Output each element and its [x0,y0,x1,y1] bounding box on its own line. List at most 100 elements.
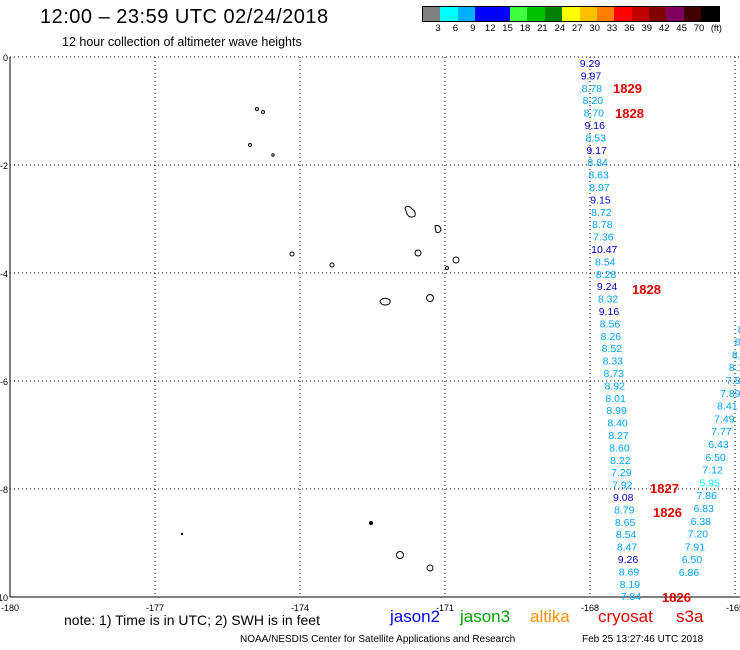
wave-height-label: 8.79 [614,504,635,516]
wave-height-label: 8.1 [735,337,740,349]
wave-height-label: 8.28 [596,269,617,281]
x-tick-label: -174 [291,603,309,613]
wave-height-label: 9.97 [581,70,602,82]
pass-time-label: 1826 [662,590,691,605]
wave-height-label: 7.86 [696,490,717,502]
island [329,262,335,268]
x-tick-label: -180 [1,603,19,613]
x-tick-label: -177 [146,603,164,613]
wave-height-label: 8.33 [603,356,624,368]
island [404,205,416,218]
wave-height-label: 6.83 [694,503,715,515]
legend-swatch [423,7,441,21]
island [452,256,460,264]
island [434,224,442,234]
wave-height-label: 8.65 [615,517,636,529]
wave-height-label: 5.95 [699,477,720,489]
wave-height-label: 6.50 [705,452,726,464]
island [426,294,434,302]
island [289,251,295,257]
legend-swatch [440,7,458,21]
wave-height-label: 6.50 [682,554,703,566]
wave-height-label: 7.92 [612,480,633,492]
legend-label: 39 [642,23,653,34]
satellite-name: jason3 [460,607,511,626]
wave-height-label: 8.22 [610,455,631,467]
wave-height-color-legend [422,6,720,22]
y-tick-label: -8 [0,485,8,495]
wave-height-label: 8.5 [738,324,740,336]
map-subtitle: 12 hour collection of altimeter wave hei… [62,35,302,49]
legend-label: 18 [520,23,531,34]
legend-label: 21 [537,23,548,34]
legend-swatch [475,7,493,21]
wave-height-label: 7.77 [711,426,732,438]
altimeter-track-b: 8.98.58.18.08.17.87.898.417.497.776.436.… [679,324,740,579]
wave-height-label: 9.17 [586,145,607,157]
altimeter-track-a: 9.299.978.788.208.709.168.539.178.848.63… [580,58,641,603]
wave-height-label: 8.72 [591,207,612,219]
wave-height-label: 7.29 [611,467,632,479]
legend-label: 9 [470,23,475,34]
wave-height-label: 7.89 [720,388,740,400]
wave-height-label: 8.73 [604,368,625,380]
legend-swatch [562,7,580,21]
wave-height-label: 8.0 [732,349,740,361]
wave-height-label: 8.54 [616,529,637,541]
wave-height-label: 8.69 [619,566,640,578]
footer-credit: NOAA/NESDIS Center for Satellite Applica… [240,634,516,645]
legend-swatch [596,7,615,21]
legend-label: 36 [624,23,635,34]
wave-height-label: 6.86 [679,567,700,579]
legend-swatch [631,7,650,21]
legend-label: 12 [485,23,496,34]
legend-label: 3 [435,23,440,34]
legend-label: 33 [607,23,618,34]
wave-height-label: 8.97 [589,182,610,194]
legend-label: 24 [555,23,566,34]
map-grid [9,56,740,598]
wave-height-label: 8.99 [606,405,627,417]
wave-height-label: 7.20 [688,529,709,541]
island [255,107,259,111]
wave-height-label: 8.27 [608,430,629,442]
wave-height-label: 8.40 [607,418,628,430]
pass-time-label: 1829 [613,81,642,96]
pass-time-label: 1828 [615,106,644,121]
wave-height-label: 9.29 [580,58,601,70]
legend-swatch [527,7,545,21]
wave-height-label: 10.47 [591,244,617,256]
x-tick-label: -165 [726,603,740,613]
wave-height-label: 8.78 [592,219,613,231]
wave-height-label: 8.56 [600,318,621,330]
island [379,297,391,306]
satellite-name: s3a [676,607,704,626]
satellite-name: cryosat [598,607,653,626]
legend-swatch [509,7,528,21]
footer-note: note: 1) Time is in UTC; 2) SWH is in fe… [64,612,320,628]
legend-swatch [544,7,563,21]
legend-label: 6 [453,23,458,34]
wave-height-label: 8.60 [609,442,630,454]
island [271,153,275,157]
y-tick-label: -6 [0,377,8,387]
y-tick-label: -10 [0,593,8,603]
legend-swatch [579,7,597,21]
x-tick-label: -168 [581,603,599,613]
wave-height-label: 7.84 [621,591,642,603]
legend-swatch [614,7,632,21]
footer-timestamp: Feb 25 13:27:46 UTC 2018 [582,634,704,645]
island [261,110,265,114]
wave-height-label: 7.49 [714,413,735,425]
legend-swatch [492,7,510,21]
legend-label: 42 [659,23,670,34]
island [445,266,449,270]
pass-time-labels: 1829 1828 1828 1827 1826 1826 [613,81,691,605]
legend-label: 15 [502,23,513,34]
wave-height-label: 8.01 [605,393,626,405]
island-outlines [180,107,460,572]
legend-label: 45 [676,23,687,34]
island [426,564,434,572]
wave-height-label: 7.8 [726,375,740,387]
